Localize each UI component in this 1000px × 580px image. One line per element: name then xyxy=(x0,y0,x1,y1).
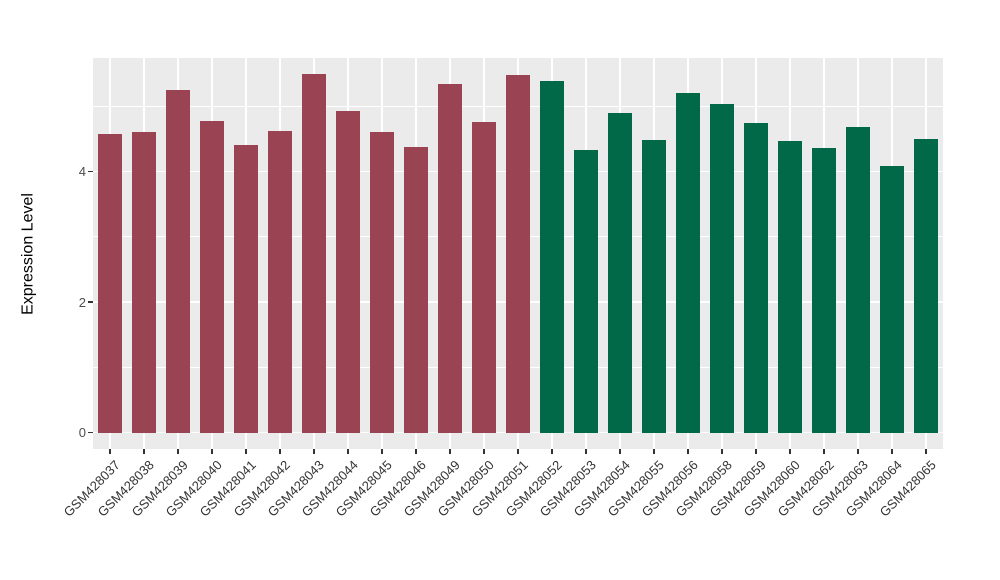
y-tick-label: 2 xyxy=(78,294,86,310)
x-tick-mark xyxy=(687,449,689,454)
bar-GSM428065 xyxy=(914,138,938,433)
x-tick-mark xyxy=(279,449,281,454)
x-tick-mark xyxy=(619,449,621,454)
bar-GSM428058 xyxy=(710,103,734,433)
bar-GSM428060 xyxy=(778,140,802,433)
x-tick-mark xyxy=(823,449,825,454)
bar-GSM428052 xyxy=(540,80,564,433)
bar-GSM428063 xyxy=(846,126,870,433)
bar-GSM428038 xyxy=(132,131,156,433)
y-tick-mark xyxy=(88,301,93,303)
x-tick-mark xyxy=(857,449,859,454)
x-tick-mark xyxy=(381,449,383,454)
x-tick-mark xyxy=(313,449,315,454)
bar-GSM428056 xyxy=(676,93,700,433)
bar-GSM428040 xyxy=(200,121,224,433)
x-tick-mark xyxy=(449,449,451,454)
x-tick-mark xyxy=(755,449,757,454)
x-tick-mark xyxy=(517,449,519,454)
x-tick-mark xyxy=(483,449,485,454)
x-tick-mark xyxy=(109,449,111,454)
bar-GSM428037 xyxy=(98,134,122,433)
grid-line-major xyxy=(93,431,943,434)
x-tick-mark xyxy=(891,449,893,454)
x-tick-mark xyxy=(721,449,723,454)
y-tick-mark xyxy=(88,170,93,173)
bar-GSM428046 xyxy=(404,147,428,433)
bar-GSM428053 xyxy=(574,150,598,433)
y-tick-label: 4 xyxy=(78,164,86,180)
x-tick-mark xyxy=(245,449,247,454)
bar-GSM428045 xyxy=(370,131,394,433)
bar-GSM428051 xyxy=(506,74,530,433)
x-tick-mark xyxy=(415,449,417,454)
x-tick-mark xyxy=(653,449,655,454)
bar-GSM428043 xyxy=(302,74,326,433)
x-tick-mark xyxy=(211,449,213,454)
bar-GSM428049 xyxy=(438,84,462,433)
y-tick-label: 0 xyxy=(78,425,86,441)
bar-GSM428039 xyxy=(166,89,190,433)
bar-GSM428064 xyxy=(880,165,904,433)
bar-GSM428041 xyxy=(234,145,258,433)
x-tick-mark xyxy=(177,449,179,454)
x-tick-mark xyxy=(925,449,927,454)
y-axis-title: Expression Level xyxy=(19,193,37,315)
bar-GSM428062 xyxy=(812,148,836,433)
x-tick-mark xyxy=(585,449,587,454)
bar-GSM428044 xyxy=(336,110,360,433)
x-tick-mark xyxy=(551,449,553,454)
bar-GSM428054 xyxy=(608,112,632,433)
x-tick-mark xyxy=(347,449,349,454)
x-tick-mark xyxy=(789,449,791,454)
bar-GSM428059 xyxy=(744,123,768,433)
plot-area xyxy=(93,58,943,449)
bar-GSM428055 xyxy=(642,140,666,433)
y-tick-mark xyxy=(88,431,93,434)
x-tick-mark xyxy=(143,449,145,454)
bar-GSM428042 xyxy=(268,131,292,433)
bar-GSM428050 xyxy=(472,121,496,433)
